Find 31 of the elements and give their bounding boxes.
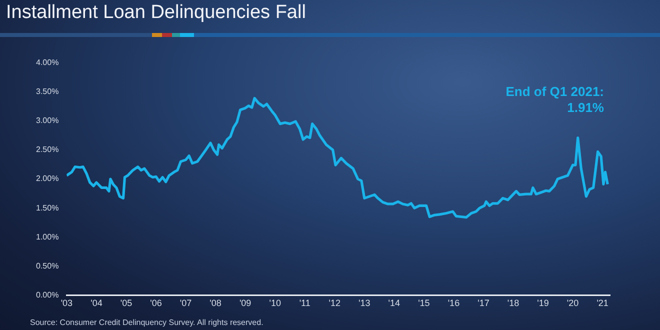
x-tick-label: '05: [120, 298, 132, 308]
x-tick-label: '03: [60, 298, 73, 308]
x-tick-label: '11: [299, 298, 310, 308]
x-tick-label: '17: [478, 298, 490, 308]
x-tick-label: '09: [239, 298, 252, 308]
x-tick-label: '21: [596, 298, 608, 308]
y-tick-label: 0.50%: [36, 261, 59, 270]
annotation: End of Q1 2021: 1.91%: [504, 84, 604, 116]
source-note: Source: Consumer Credit Delinquency Survey. All rights reserved.: [30, 318, 264, 327]
x-tick-label: '07: [180, 298, 192, 308]
y-tick-label: 1.50%: [36, 203, 59, 212]
x-tick-label: '19: [537, 298, 549, 308]
x-tick-label: '04: [90, 298, 102, 308]
x-tick-label: '15: [418, 298, 430, 308]
chart-title: Installment Loan Delinquencies Fall: [6, 2, 306, 24]
x-tick-label: '08: [210, 298, 222, 308]
x-tick-label: '12: [328, 298, 340, 308]
y-tick-label: 3.00%: [36, 116, 59, 126]
x-tick-label: '20: [566, 298, 579, 308]
x-tick-label: '14: [388, 298, 400, 308]
x-tick-label: '16: [448, 298, 460, 308]
y-tick-label: 3.50%: [36, 87, 59, 96]
x-tick-label: '10: [269, 298, 281, 308]
y-tick-label: 1.00%: [36, 232, 59, 242]
y-tick-label: 0.00%: [36, 290, 59, 300]
y-tick-label: 2.00%: [36, 174, 59, 184]
x-tick-label: '18: [507, 298, 520, 308]
x-tick-label: '06: [150, 298, 162, 308]
x-tick-label: '13: [358, 298, 370, 308]
y-tick-label: 4.00%: [36, 58, 59, 68]
y-tick-label: 2.50%: [36, 145, 59, 154]
